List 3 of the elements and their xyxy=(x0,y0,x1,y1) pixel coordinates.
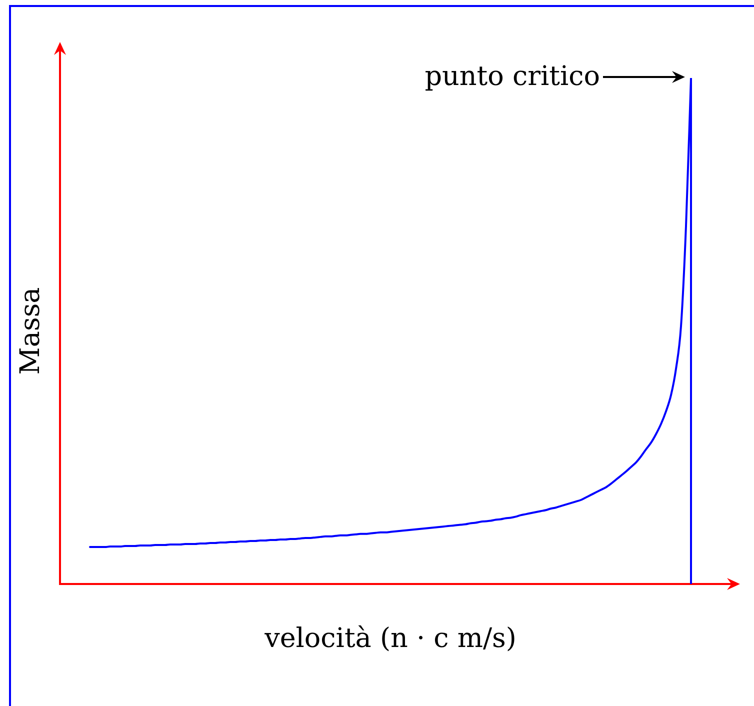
y-axis-title: Massa xyxy=(15,287,46,375)
annotation: punto critico xyxy=(424,61,600,92)
x-axis-title: velocità (n · c m/s) xyxy=(264,623,516,654)
